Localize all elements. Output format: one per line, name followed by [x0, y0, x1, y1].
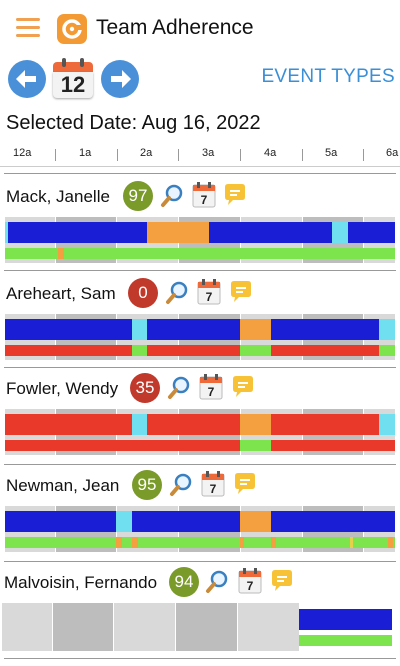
magnifier-icon[interactable] — [167, 374, 193, 402]
calendar-picker-button[interactable]: 12 — [53, 58, 93, 98]
hour-label: 4a — [264, 147, 277, 159]
adherent-segment — [240, 440, 271, 451]
magnifier-icon[interactable] — [165, 279, 191, 307]
employee-row[interactable]: Mack, Janelle 97 7 — [0, 173, 400, 270]
adherent-segment — [240, 345, 271, 356]
adherence-bar — [5, 345, 395, 356]
adherence-bar — [5, 440, 395, 451]
exception-segment — [240, 537, 244, 548]
calendar-icon-day: 7 — [208, 385, 215, 399]
shift-segment — [5, 319, 395, 340]
adherence-bar — [5, 537, 395, 548]
employee-name: Mack, Janelle — [6, 187, 110, 206]
calendar-icon[interactable]: 7 — [196, 278, 222, 306]
hamburger-icon[interactable] — [16, 18, 40, 38]
hour-scale: 12a 1a 2a 3a 4a 5a 6a — [0, 144, 400, 167]
exception-segment — [271, 537, 276, 548]
hour-label: 12a — [13, 147, 32, 159]
employee-row[interactable]: Newman, Jean 95 7 — [0, 464, 400, 561]
calendar-icon-day: 7 — [201, 193, 208, 207]
hour-label: 3a — [202, 147, 215, 159]
lunch-segment — [132, 319, 147, 340]
exception-segment — [132, 537, 138, 548]
adherence-score-badge: 0 — [128, 278, 158, 308]
adherence-timeline — [5, 506, 395, 552]
employee-row[interactable]: Areheart, Sam 0 7 — [0, 270, 400, 367]
exception-segment — [388, 537, 393, 548]
lunch-segment — [379, 414, 395, 435]
break-segment — [147, 222, 209, 243]
employee-row[interactable]: Malvoisin, Fernando 94 7 — [0, 561, 400, 666]
exception-segment — [350, 537, 353, 548]
comment-icon[interactable] — [230, 374, 256, 402]
comment-icon[interactable] — [269, 568, 295, 596]
adherence-timeline — [2, 603, 392, 651]
event-types-button[interactable]: EVENT TYPES — [261, 66, 395, 87]
adherence-score-badge: 97 — [123, 181, 153, 211]
calendar-icon-day: 7 — [247, 579, 254, 593]
lunch-segment — [116, 511, 132, 532]
arrow-left-icon[interactable] — [8, 60, 46, 98]
calendar-icon[interactable]: 7 — [200, 470, 226, 498]
employee-name: Malvoisin, Fernando — [4, 573, 158, 592]
adherence-score-badge: 35 — [130, 373, 160, 403]
calendar-icon[interactable]: 7 — [237, 567, 263, 595]
adherent-segment — [132, 345, 147, 356]
magnifier-icon[interactable] — [205, 568, 231, 596]
exception-segment — [58, 248, 64, 259]
calendar-icon-day: 7 — [206, 290, 213, 304]
employee-name: Newman, Jean — [6, 476, 120, 495]
adherence-score-badge: 95 — [132, 470, 162, 500]
adherence-score-badge: 94 — [169, 567, 199, 597]
hour-label: 5a — [325, 147, 338, 159]
page-title: Team Adherence — [96, 16, 254, 39]
break-segment — [240, 414, 271, 435]
hour-label: 2a — [140, 147, 153, 159]
shift-segment — [299, 609, 392, 630]
hour-label: 6a — [386, 147, 399, 159]
selected-date: Selected Date: Aug 16, 2022 — [6, 112, 261, 134]
magnifier-icon[interactable] — [169, 471, 195, 499]
employee-row[interactable]: Fowler, Wendy 35 7 — [0, 367, 400, 464]
shift-segment — [5, 414, 395, 435]
app-logo-icon — [57, 14, 87, 44]
adherent-segment — [379, 345, 395, 356]
employee-name: Fowler, Wendy — [6, 379, 119, 398]
calendar-icon[interactable]: 7 — [191, 181, 217, 209]
adherence-timeline — [5, 217, 395, 263]
hour-label: 1a — [79, 147, 92, 159]
lunch-segment — [379, 319, 395, 340]
lunch-segment — [332, 222, 348, 243]
shift-segment — [5, 511, 395, 532]
date-navigation: 12 EVENT TYPES — [0, 56, 400, 106]
lunch-segment — [5, 222, 8, 243]
break-segment — [240, 319, 271, 340]
adherence-timeline — [5, 409, 395, 455]
app-header: Team Adherence — [0, 0, 400, 56]
comment-icon[interactable] — [222, 182, 248, 210]
employee-name: Areheart, Sam — [6, 284, 116, 303]
lunch-segment — [132, 414, 147, 435]
comment-icon[interactable] — [228, 279, 254, 307]
calendar-icon-day: 7 — [210, 482, 217, 496]
calendar-icon[interactable]: 7 — [198, 373, 224, 401]
comment-icon[interactable] — [232, 471, 258, 499]
adherence-timeline — [5, 314, 395, 360]
adherence-bar — [5, 248, 395, 259]
adherence-bar — [299, 635, 392, 646]
exception-segment — [116, 537, 122, 548]
magnifier-icon[interactable] — [160, 182, 186, 210]
arrow-right-icon[interactable] — [101, 60, 139, 98]
calendar-day-number: 12 — [60, 72, 86, 97]
break-segment — [240, 511, 271, 532]
